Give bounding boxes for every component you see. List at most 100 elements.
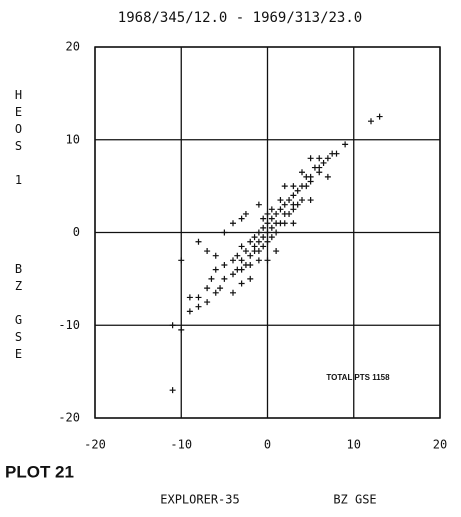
point xyxy=(264,210,271,217)
x-label: EXPLORER-35 xyxy=(160,493,239,507)
point xyxy=(316,155,323,162)
point xyxy=(286,197,293,204)
point xyxy=(260,215,267,222)
point xyxy=(290,220,297,227)
point xyxy=(264,257,271,264)
point xyxy=(255,238,262,245)
y-tick-label: 20 xyxy=(66,40,80,54)
point xyxy=(320,159,327,166)
point xyxy=(264,229,271,236)
y-tick-label: -20 xyxy=(58,411,80,425)
point xyxy=(264,220,271,227)
point xyxy=(169,322,176,329)
point xyxy=(303,183,310,190)
point xyxy=(234,252,241,259)
point xyxy=(247,275,254,282)
point xyxy=(290,183,297,190)
y-label: HEOS 1 xyxy=(12,88,26,190)
point xyxy=(208,275,215,282)
point xyxy=(277,206,284,213)
point xyxy=(212,289,219,296)
plot-label: PLOT 21 xyxy=(5,462,74,481)
point xyxy=(324,173,331,180)
point xyxy=(268,234,275,241)
point xyxy=(260,243,267,250)
point xyxy=(273,248,280,255)
point xyxy=(260,234,267,241)
point xyxy=(195,238,202,245)
point xyxy=(268,215,275,222)
point xyxy=(316,164,323,171)
point xyxy=(307,178,314,185)
point xyxy=(251,234,258,241)
y-tick-label: 10 xyxy=(66,132,80,146)
point xyxy=(178,257,185,264)
point xyxy=(204,248,211,255)
point xyxy=(204,299,211,306)
point xyxy=(247,238,254,245)
point xyxy=(264,238,271,245)
y-tick-label: 0 xyxy=(73,225,80,239)
point xyxy=(186,294,193,301)
point xyxy=(169,387,176,394)
point xyxy=(247,252,254,259)
point xyxy=(212,266,219,273)
y-label: BZ GSE xyxy=(12,262,26,364)
point xyxy=(230,220,236,227)
x-tick-label: -10 xyxy=(170,438,192,452)
point xyxy=(268,224,275,231)
point xyxy=(268,206,275,213)
point xyxy=(307,197,314,204)
point xyxy=(238,257,245,264)
point xyxy=(230,257,236,264)
point xyxy=(186,308,193,315)
point xyxy=(281,220,288,227)
point xyxy=(333,150,340,157)
point xyxy=(255,257,262,264)
point xyxy=(273,229,280,236)
point xyxy=(238,266,245,273)
point xyxy=(290,192,297,199)
point xyxy=(277,197,284,204)
y-tick-label: -10 xyxy=(58,318,80,332)
x-tick-label: 0 xyxy=(264,438,271,452)
point xyxy=(247,261,254,268)
point xyxy=(255,248,262,255)
point xyxy=(204,285,211,292)
point xyxy=(230,289,236,296)
point xyxy=(255,229,262,236)
point xyxy=(238,280,245,287)
x-tick-label: 20 xyxy=(433,438,447,452)
point xyxy=(230,271,236,278)
point xyxy=(281,201,288,208)
point xyxy=(255,201,262,208)
point xyxy=(273,210,280,217)
point xyxy=(221,229,228,236)
point xyxy=(286,210,293,217)
point xyxy=(307,155,314,162)
x-tick-label: 10 xyxy=(347,438,361,452)
point xyxy=(299,197,305,204)
point xyxy=(221,261,228,268)
point xyxy=(238,215,245,222)
point xyxy=(221,275,228,282)
point xyxy=(376,113,383,120)
chart-title: 1968/345/12.0 - 1969/313/23.0 xyxy=(118,10,362,26)
point xyxy=(251,243,258,250)
point xyxy=(242,248,249,255)
point xyxy=(294,187,301,194)
point xyxy=(260,224,267,231)
point xyxy=(212,252,219,259)
point xyxy=(342,141,349,148)
point xyxy=(238,243,245,250)
annotation: TOTAL PTS 1158 xyxy=(326,373,390,382)
point xyxy=(368,118,374,125)
point xyxy=(324,155,331,162)
point xyxy=(195,294,202,301)
point xyxy=(281,183,288,190)
point xyxy=(178,326,185,333)
point xyxy=(217,285,224,292)
point xyxy=(195,303,202,310)
